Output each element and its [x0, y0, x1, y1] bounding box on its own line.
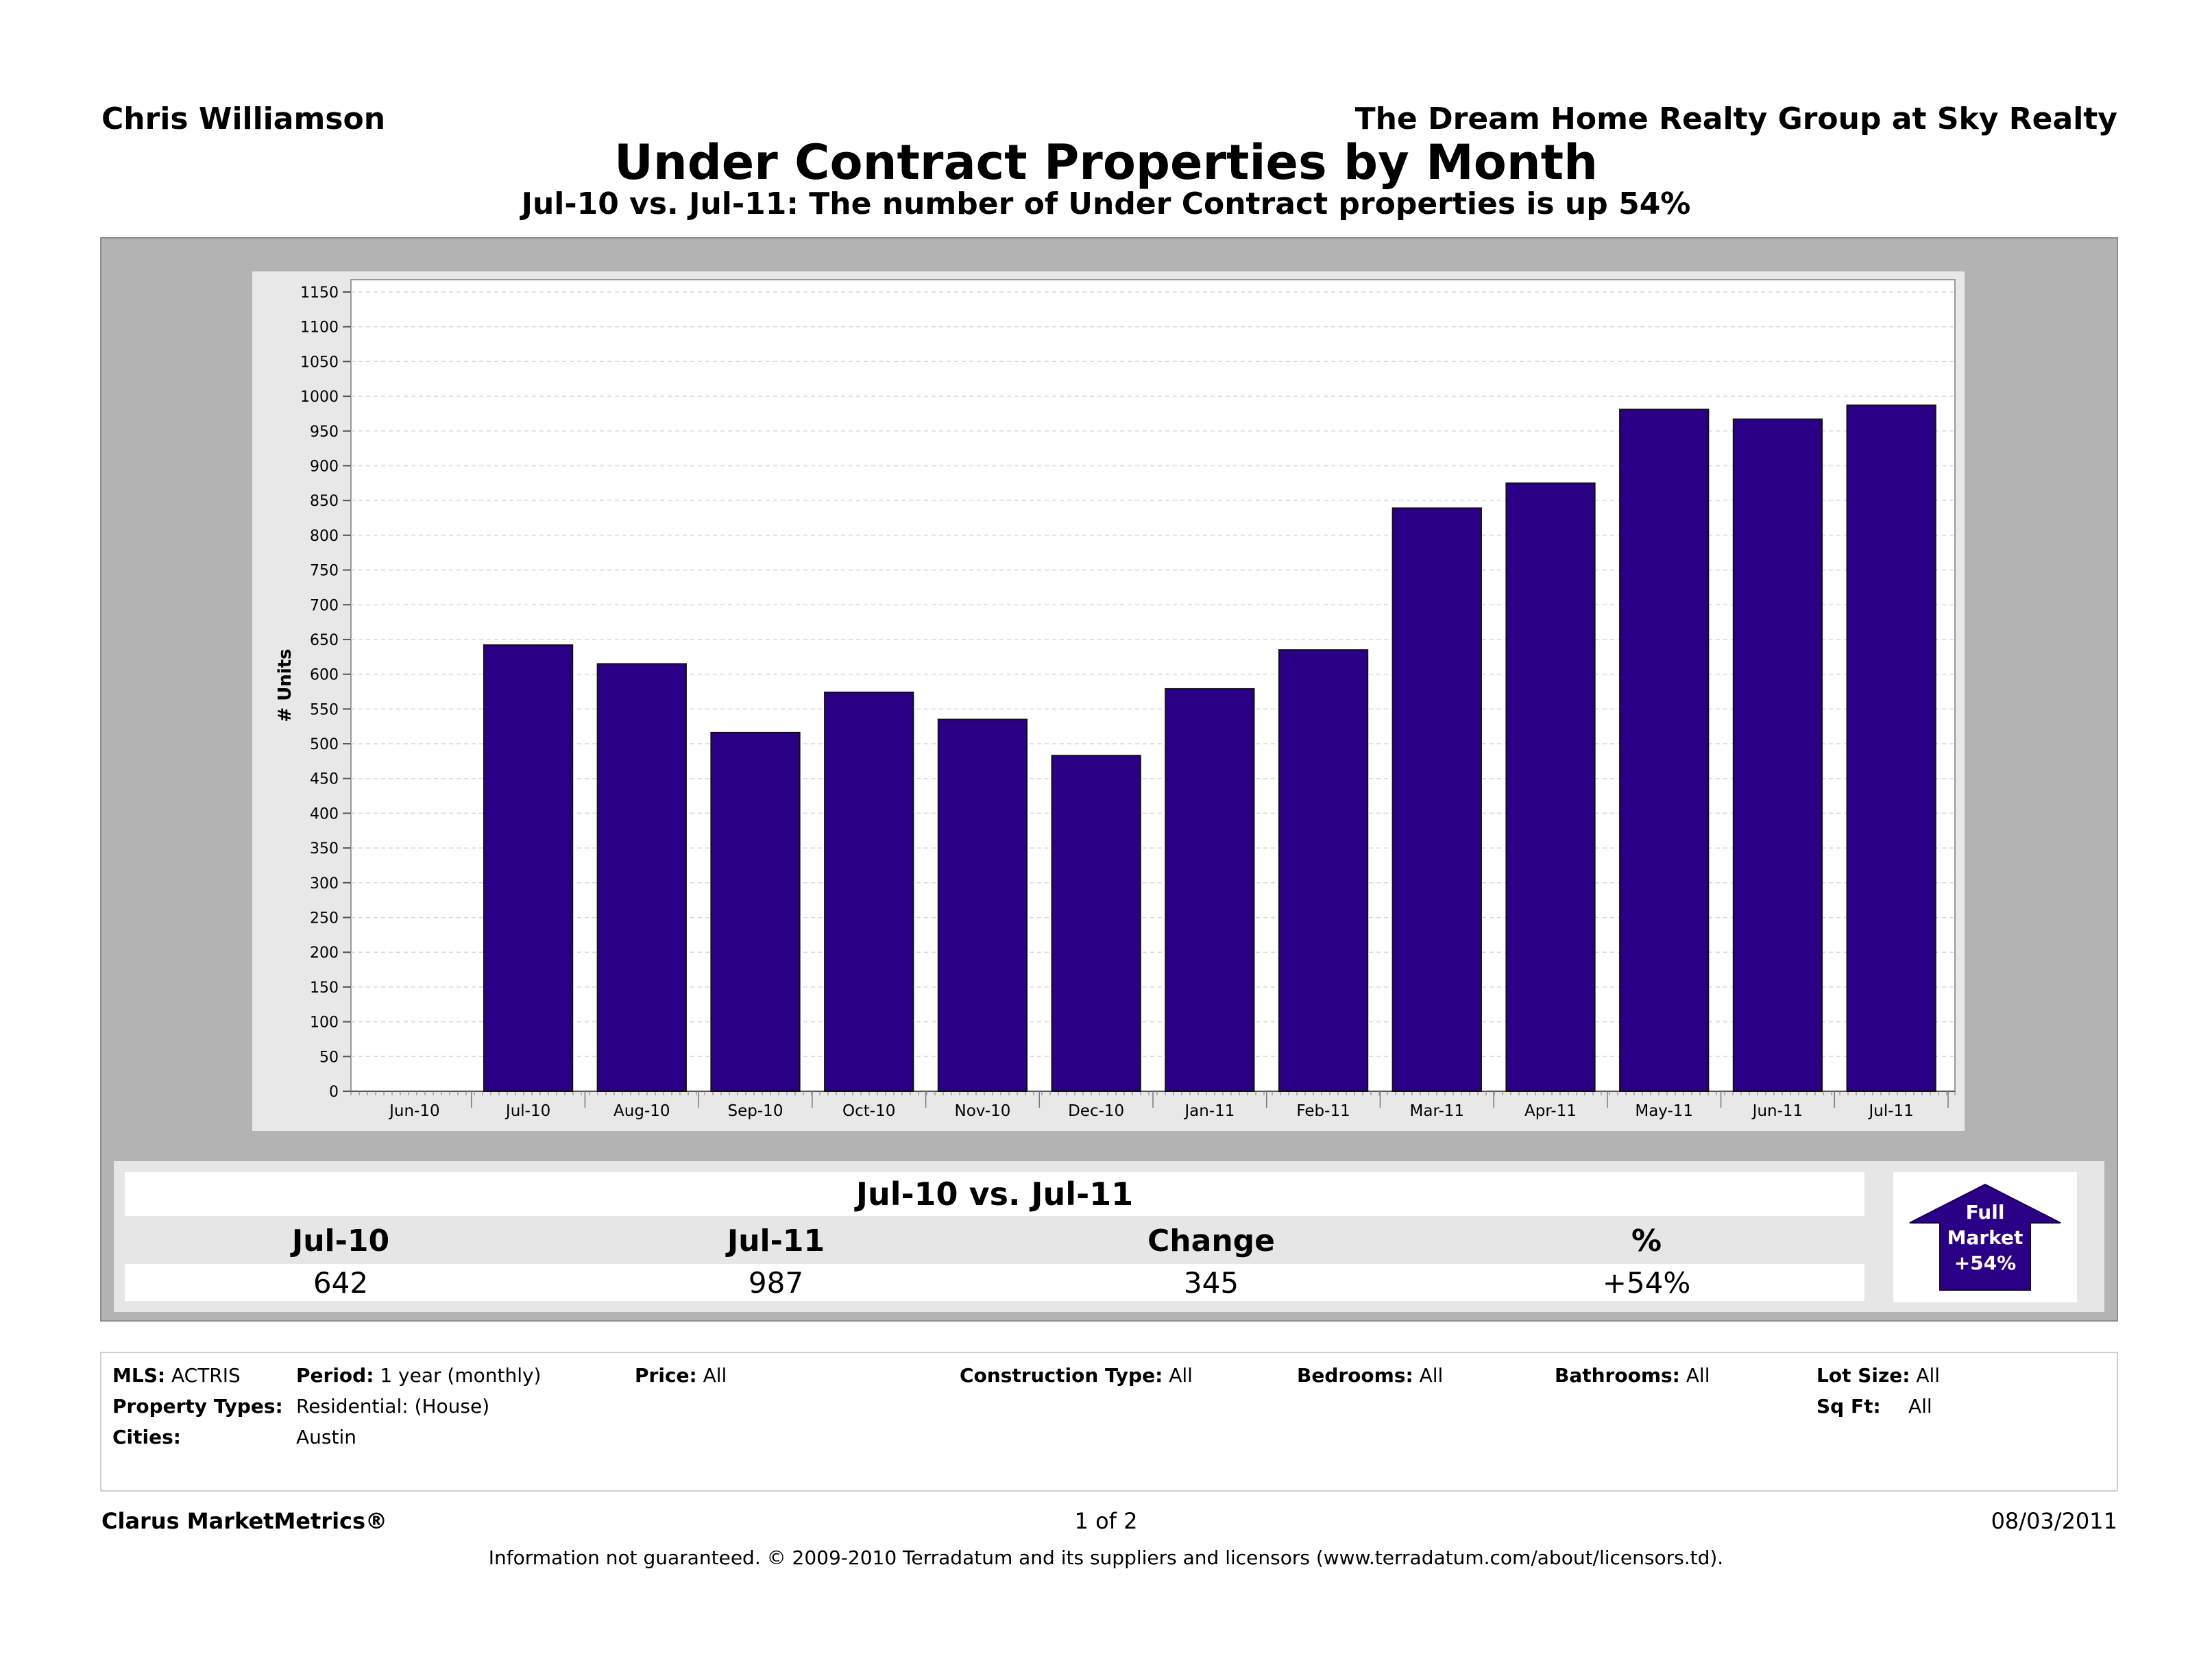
summary-title: Jul-10 vs. Jul-11 [855, 1176, 1134, 1213]
chart-title: Under Contract Properties by Month [614, 134, 1598, 191]
y-tick-label: 1050 [300, 354, 339, 371]
y-tick-label: 900 [310, 458, 339, 475]
y-tick-label: 450 [310, 771, 339, 788]
y-tick-label: 750 [310, 563, 339, 580]
x-tick-label: May-11 [1635, 1102, 1693, 1120]
y-tick-label: 250 [310, 910, 339, 927]
period-label: Period: [296, 1364, 374, 1387]
company-name: The Dream Home Realty Group at Sky Realt… [1354, 101, 2117, 136]
x-tick-label: Dec-10 [1068, 1102, 1124, 1120]
y-tick-label: 1000 [300, 389, 339, 406]
y-tick-label: 950 [310, 424, 339, 441]
lotsize-value: All [1916, 1364, 1941, 1387]
summary-header-jul11: Jul-11 [727, 1224, 825, 1258]
construction-label: Construction Type: [960, 1364, 1163, 1387]
plot-area [350, 279, 1956, 1092]
mls-value: ACTRIS [171, 1364, 241, 1387]
bar-jun-11 [1732, 418, 1823, 1092]
bar-aug-10 [596, 663, 687, 1092]
y-tick-label: 350 [310, 840, 339, 858]
x-tick-label: Jun-10 [388, 1102, 440, 1120]
summary-header-change: Change [1147, 1224, 1275, 1258]
summary-value-change: 345 [1183, 1266, 1239, 1300]
bar-nov-10 [937, 718, 1028, 1092]
bedrooms-value: All [1419, 1364, 1444, 1387]
bar-dec-10 [1051, 755, 1141, 1093]
market-badge: Full Market +54% [1893, 1172, 2077, 1302]
badge-line-3: +54% [1954, 1252, 2016, 1274]
y-tick-label: 500 [310, 736, 339, 753]
chart-subtitle: Jul-10 vs. Jul-11: The number of Under C… [521, 186, 1691, 221]
price-value: All [703, 1364, 727, 1387]
summary-value-jul10: 642 [313, 1266, 369, 1300]
lotsize-label: Lot Size: [1816, 1364, 1910, 1387]
y-tick-label: 650 [310, 632, 339, 649]
y-tick-label: 400 [310, 805, 339, 823]
bar-oct-10 [824, 692, 914, 1092]
summary-header-percent: % [1631, 1224, 1662, 1258]
x-tick-label: Mar-11 [1410, 1102, 1465, 1120]
bar-mar-11 [1391, 507, 1482, 1092]
bar-jul-11 [1846, 404, 1936, 1092]
bar-may-11 [1619, 409, 1710, 1092]
agent-name: Chris Williamson [101, 101, 386, 136]
summary-values-strip [125, 1264, 1864, 1301]
y-tick-label: 700 [310, 597, 339, 614]
y-tick-label: 100 [310, 1014, 339, 1032]
bar-jul-10 [483, 644, 574, 1092]
y-axis-label: # Units [275, 648, 295, 722]
y-tick-label: 200 [310, 945, 339, 962]
y-tick-label: 550 [310, 701, 339, 718]
bar-feb-11 [1278, 649, 1369, 1092]
price-label: Price: [635, 1364, 697, 1387]
property-types-label: Property Types: [112, 1395, 283, 1418]
brand-name: Clarus MarketMetrics® [101, 1508, 388, 1534]
y-tick-label: 50 [319, 1049, 339, 1066]
bar-jan-11 [1165, 688, 1255, 1092]
summary-value-percent: +54% [1602, 1266, 1691, 1300]
badge-line-1: Full [1966, 1201, 2005, 1224]
y-tick-label: 300 [310, 875, 339, 892]
bar-chart: 0 50 100 150 200 250 300 350 400 450 500 550 600 650 7… [275, 279, 1956, 1120]
y-tick-label: 600 [310, 667, 339, 684]
x-tick-label: Jul-11 [1867, 1102, 1913, 1120]
period-value: 1 year (monthly) [380, 1364, 542, 1387]
x-tick-label: Sep-10 [728, 1102, 783, 1120]
x-tick-label: Jun-11 [1751, 1102, 1803, 1120]
x-tick-label: Oct-10 [842, 1102, 895, 1120]
bedrooms-label: Bedrooms: [1297, 1364, 1413, 1387]
x-tick-label: Nov-10 [955, 1102, 1011, 1120]
x-tick-label: Feb-11 [1296, 1102, 1350, 1120]
x-tick-label: Jan-11 [1183, 1102, 1235, 1120]
cities-value: Austin [296, 1426, 356, 1448]
up-arrow-icon: Full Market +54% [1909, 1183, 2061, 1291]
y-tick-label: 800 [310, 528, 339, 545]
summary-value-jul11: 987 [748, 1266, 804, 1300]
summary-header-jul10: Jul-10 [291, 1224, 390, 1258]
y-tick-label: 850 [310, 493, 339, 510]
construction-value: All [1169, 1364, 1193, 1387]
bar-sep-10 [710, 731, 801, 1092]
summary-title-strip [125, 1172, 1864, 1216]
report-date: 08/03/2011 [1991, 1508, 2117, 1534]
badge-line-2: Market [1947, 1226, 2023, 1249]
x-tick-label: Jul-10 [505, 1102, 550, 1120]
x-tick-label: Aug-10 [613, 1102, 670, 1120]
sqft-label: Sq Ft: [1816, 1395, 1881, 1418]
cities-label: Cities: [112, 1426, 181, 1448]
bathrooms-value: All [1686, 1364, 1710, 1387]
page-number: 1 of 2 [1074, 1508, 1138, 1534]
bar-apr-11 [1505, 482, 1596, 1092]
x-tick-label: Apr-11 [1524, 1102, 1577, 1120]
mls-label: MLS: [112, 1364, 166, 1387]
bathrooms-label: Bathrooms: [1555, 1364, 1680, 1387]
y-tick-label: 1100 [300, 319, 339, 337]
y-tick-label: 150 [310, 980, 339, 997]
disclaimer: Information not guaranteed. © 2009-2010 … [488, 1546, 1724, 1569]
criteria-box [100, 1352, 2118, 1492]
y-tick-label: 0 [329, 1084, 339, 1101]
y-tick-label: 1150 [300, 284, 339, 302]
sqft-value: All [1908, 1395, 1932, 1418]
property-types-value: Residential: (House) [296, 1395, 490, 1418]
